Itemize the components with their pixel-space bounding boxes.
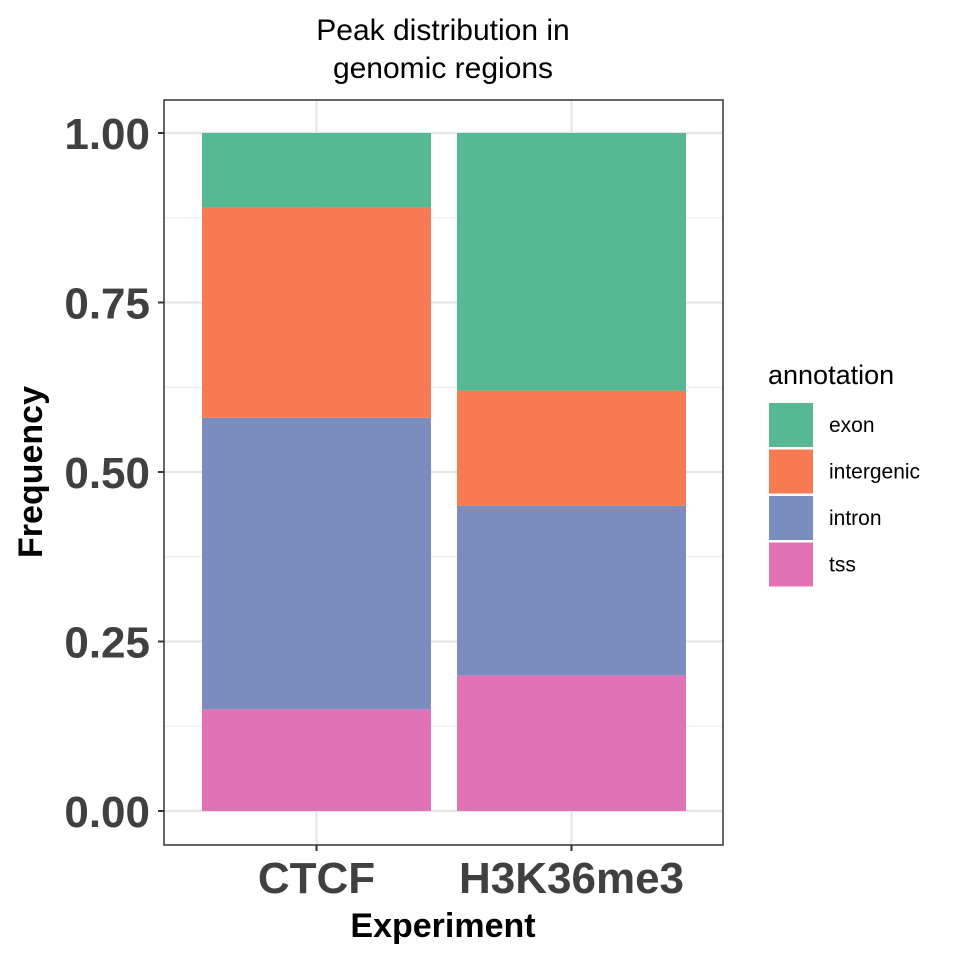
chart-title-line-2: genomic regions [333,52,553,85]
bar-segment-h3k36me3-intron [457,505,686,676]
y-tick-label: 1.00 [64,110,150,159]
bar-segment-ctcf-intergenic [202,207,431,418]
x-tick-label: H3K36me3 [459,854,684,903]
bar-segment-ctcf-intron [202,417,431,710]
legend-key-exon [769,403,813,447]
y-tick-label: 0.25 [64,619,150,668]
bar-segment-h3k36me3-intergenic [457,390,686,506]
legend-title: annotation [768,360,894,390]
chart-title-line-1: Peak distribution in [316,14,569,47]
x-axis-label: Experiment [350,907,535,945]
y-tick-label: 0.00 [64,788,150,837]
bar-segment-ctcf-exon [202,133,431,208]
x-axis: CTCF H3K36me3 [258,845,684,903]
x-tick-label: CTCF [258,854,375,903]
bar-segment-h3k36me3-exon [457,133,686,391]
bar-segment-ctcf-tss [202,709,431,811]
legend-label-intergenic: intergenic [829,461,920,484]
bar-segment-h3k36me3-tss [457,675,686,811]
legend-label-intron: intron [829,507,882,530]
legend-key-intergenic [769,449,813,494]
y-tick-label: 0.75 [64,280,150,329]
bars [202,133,686,811]
y-tick-label: 0.50 [64,449,150,498]
legend-key-tss [769,542,813,587]
legend-label-tss: tss [829,554,856,577]
legend: annotation exon intergenic intron tss [768,360,920,587]
legend-key-intron [769,496,813,540]
legend-label-exon: exon [829,414,875,437]
y-axis: 0.00 0.25 0.50 0.75 1.00 [64,110,164,837]
y-axis-label: Frequency [12,386,50,558]
